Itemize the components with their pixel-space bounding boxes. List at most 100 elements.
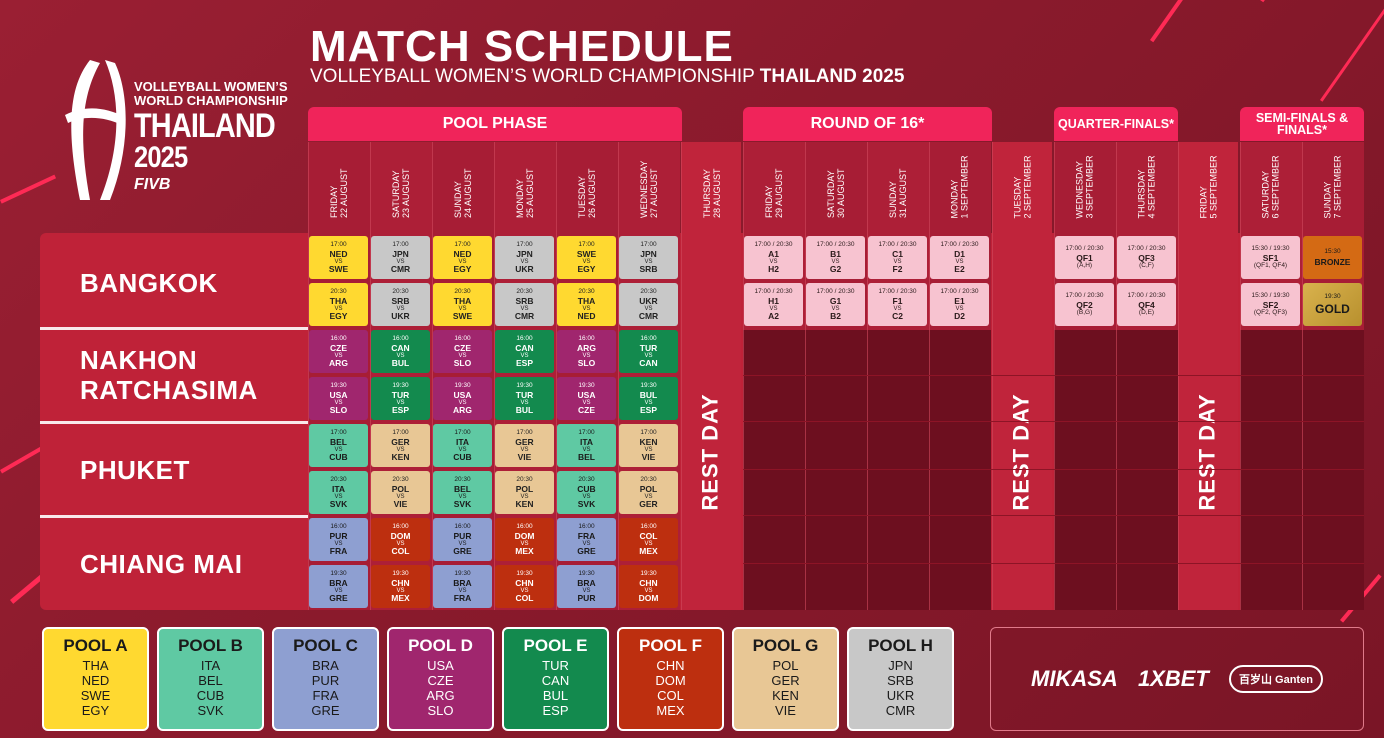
round-of-16-cell[interactable]: 17:00 / 20:30 D1 VS E2: [930, 236, 989, 279]
match-time: 17:00 / 20:30: [878, 287, 917, 295]
team-away: ESP: [639, 404, 657, 415]
pool-match-cell[interactable]: 19:30 USA VS SLO: [309, 377, 368, 420]
pool-match-cell[interactable]: 17:00 JPN VS CMR: [371, 236, 430, 279]
vs-label: VS: [644, 305, 653, 312]
pool-match-cell[interactable]: 19:30 CHN VS COL: [495, 565, 554, 608]
pool-match-cell[interactable]: 16:00 DOM VS COL: [371, 518, 430, 561]
pool-match-cell[interactable]: 17:00 GER VS KEN: [371, 424, 430, 467]
pool-match-cell[interactable]: 16:00 DOM VS MEX: [495, 518, 554, 561]
rest-day-label-box: REST DAY: [992, 382, 1052, 522]
match-time: 17:00 / 20:30: [1065, 244, 1104, 252]
match-time: 20:30: [516, 475, 533, 483]
pool-match-cell[interactable]: 20:30 THA VS NED: [557, 283, 616, 326]
pool-match-cell[interactable]: 16:00 CZE VS SLO: [433, 330, 492, 373]
round-of-16-cell[interactable]: 17:00 / 20:30 G1 VS B2: [806, 283, 865, 326]
pool-match-cell[interactable]: 20:30 SRB VS UKR: [371, 283, 430, 326]
city-separator: [40, 421, 308, 424]
pool-match-cell[interactable]: 17:00 ITA VS CUB: [433, 424, 492, 467]
match-time: 20:30: [392, 287, 409, 295]
pool-match-cell[interactable]: 20:30 UKR VS CMR: [619, 283, 678, 326]
pool-team: GRE: [311, 703, 340, 718]
semi-final-cell[interactable]: 15:30 / 19:30 SF1 (QF1, QF4): [1241, 236, 1300, 279]
match-time: 20:30: [330, 475, 347, 483]
pool-match-cell[interactable]: 17:00 GER VS VIE: [495, 424, 554, 467]
pool-match-cell[interactable]: 16:00 PUR VS FRA: [309, 518, 368, 561]
round-of-16-cell[interactable]: 17:00 / 20:30 H1 VS A2: [744, 283, 803, 326]
pool-match-cell[interactable]: 19:30 BRA VS PUR: [557, 565, 616, 608]
pool-match-cell[interactable]: 16:00 CAN VS BUL: [371, 330, 430, 373]
pool-match-cell[interactable]: 20:30 BEL VS SVK: [433, 471, 492, 514]
pool-match-cell[interactable]: 20:30 THA VS EGY: [309, 283, 368, 326]
vs-label: VS: [893, 305, 902, 312]
pool-match-cell[interactable]: 20:30 SRB VS CMR: [495, 283, 554, 326]
pool-match-cell[interactable]: 20:30 CUB VS SVK: [557, 471, 616, 514]
pool-match-cell[interactable]: 19:30 CHN VS MEX: [371, 565, 430, 608]
round-of-16-cell[interactable]: 17:00 / 20:30 B1 VS G2: [806, 236, 865, 279]
column-divider: [1302, 142, 1303, 610]
match-time: 20:30: [578, 475, 595, 483]
quarter-final-cell[interactable]: 17:00 / 20:30 QF2 (B,G): [1055, 283, 1114, 326]
phase-round-of-16: ROUND OF 16*: [743, 107, 992, 141]
pool-match-cell[interactable]: 19:30 BRA VS GRE: [309, 565, 368, 608]
pool-match-cell[interactable]: 19:30 TUR VS ESP: [371, 377, 430, 420]
grid-row-line: [743, 469, 1364, 470]
pool-match-cell[interactable]: 19:30 USA VS ARG: [433, 377, 492, 420]
match-time: 17:00 / 20:30: [940, 240, 979, 248]
pool-match-cell[interactable]: 16:00 TUR VS CAN: [619, 330, 678, 373]
quarter-final-cell[interactable]: 17:00 / 20:30 QF1 (A,H): [1055, 236, 1114, 279]
pool-match-cell[interactable]: 16:00 COL VS MEX: [619, 518, 678, 561]
round-of-16-cell[interactable]: 17:00 / 20:30 F1 VS C2: [868, 283, 927, 326]
logo-wordmark: VOLLEYBALL WOMEN’S WORLD CHAMPIONSHIP TH…: [134, 80, 300, 193]
pool-match-cell[interactable]: 16:00 CAN VS ESP: [495, 330, 554, 373]
pool-match-cell[interactable]: 20:30 THA VS SWE: [433, 283, 492, 326]
pool-match-cell[interactable]: 17:00 JPN VS UKR: [495, 236, 554, 279]
quarter-final-cell[interactable]: 17:00 / 20:30 QF4 (D,E): [1117, 283, 1176, 326]
pool-team: CZE: [427, 673, 454, 688]
pool-match-cell[interactable]: 17:00 BEL VS CUB: [309, 424, 368, 467]
pool-match-cell[interactable]: 20:30 ITA VS SVK: [309, 471, 368, 514]
round-of-16-cell[interactable]: 17:00 / 20:30 E1 VS D2: [930, 283, 989, 326]
match-time: 15:30 / 19:30: [1251, 291, 1290, 299]
round-of-16-cell[interactable]: 17:00 / 20:30 C1 VS F2: [868, 236, 927, 279]
pool-match-cell[interactable]: 16:00 PUR VS GRE: [433, 518, 492, 561]
pool-match-cell[interactable]: 17:00 ITA VS BEL: [557, 424, 616, 467]
match-time: 20:30: [454, 475, 471, 483]
vs-label: VS: [644, 540, 653, 547]
pool-match-cell[interactable]: 19:30 CHN VS DOM: [619, 565, 678, 608]
pool-match-cell[interactable]: 17:00 NED VS SWE: [309, 236, 368, 279]
semi-final-cell[interactable]: 15:30 / 19:30 SF2 (QF2, QF3): [1241, 283, 1300, 326]
pool-match-cell[interactable]: 20:30 POL VS VIE: [371, 471, 430, 514]
bronze-final-cell[interactable]: 15:30 BRONZE: [1303, 236, 1362, 279]
pool-match-cell[interactable]: 19:30 BRA VS FRA: [433, 565, 492, 608]
team-away: MEX: [391, 592, 410, 603]
pool-match-cell[interactable]: 16:00 CZE VS ARG: [309, 330, 368, 373]
team-home: CAN: [515, 343, 534, 354]
vs-label: VS: [831, 258, 840, 265]
date-label: SATURDAY 23 AUGUST: [391, 168, 411, 218]
quarter-final-cell[interactable]: 17:00 / 20:30 QF3 (C,F): [1117, 236, 1176, 279]
pool-team: USA: [427, 658, 454, 673]
pool-match-cell[interactable]: 16:00 ARG VS SLO: [557, 330, 616, 373]
pool-match-cell[interactable]: 19:30 USA VS CZE: [557, 377, 616, 420]
pool-match-cell[interactable]: 19:30 BUL VS ESP: [619, 377, 678, 420]
team-away: GER: [639, 498, 658, 509]
match-code: QF3: [1138, 253, 1155, 264]
pool-match-cell[interactable]: 17:00 SWE VS EGY: [557, 236, 616, 279]
vs-label: VS: [458, 587, 467, 594]
pool-match-cell[interactable]: 17:00 KEN VS VIE: [619, 424, 678, 467]
pool-team: DOM: [655, 673, 686, 688]
pool-team: BEL: [198, 673, 223, 688]
vs-label: VS: [582, 352, 591, 359]
pool-match-cell[interactable]: 17:00 JPN VS SRB: [619, 236, 678, 279]
round-of-16-cell[interactable]: 17:00 / 20:30 A1 VS H2: [744, 236, 803, 279]
gold-final-cell[interactable]: 19:30 GOLD: [1303, 283, 1362, 326]
vs-label: VS: [458, 493, 467, 500]
pool-match-cell[interactable]: 19:30 TUR VS BUL: [495, 377, 554, 420]
pool-match-cell[interactable]: 17:00 NED VS EGY: [433, 236, 492, 279]
match-time: 17:00 / 20:30: [1127, 244, 1166, 252]
pool-match-cell[interactable]: 16:00 FRA VS GRE: [557, 518, 616, 561]
pool-match-cell[interactable]: 20:30 POL VS GER: [619, 471, 678, 514]
match-time: 16:00: [516, 522, 533, 530]
pool-match-cell[interactable]: 20:30 POL VS KEN: [495, 471, 554, 514]
date-header: THURSDAY 4 SEPTEMBER: [1116, 142, 1178, 232]
